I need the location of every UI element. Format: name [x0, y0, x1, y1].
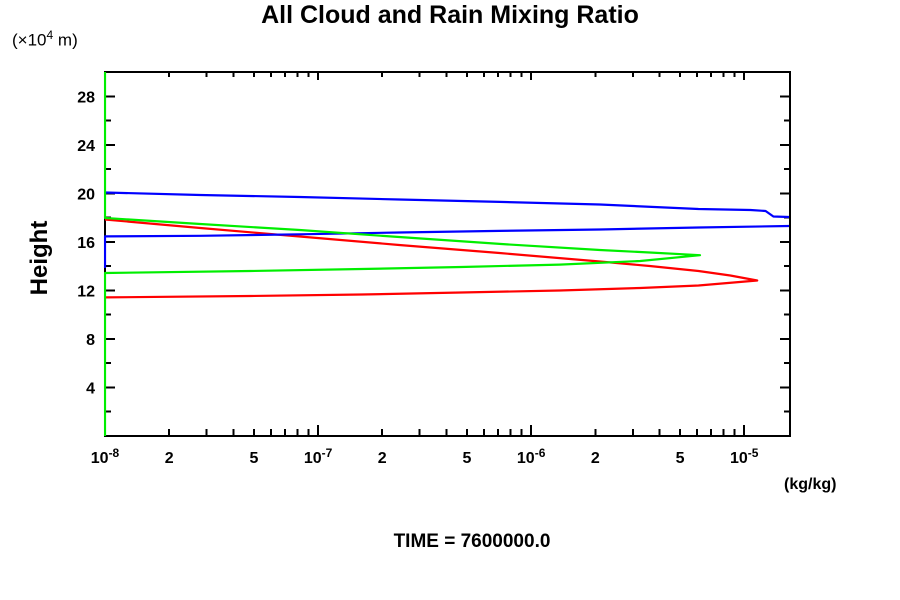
y-tick-label: 20 [77, 186, 95, 203]
y-tick-label: 28 [77, 89, 95, 106]
y-tick-label: 24 [77, 138, 95, 155]
y-tick-label: 12 [77, 283, 95, 300]
y-tick-label: 16 [77, 235, 95, 252]
y-unit-suffix: m) [53, 30, 78, 50]
x-tick-label: 2 [378, 450, 387, 467]
chart-title: All Cloud and Rain Mixing Ratio [261, 1, 639, 29]
x-axis-unit-label: (kg/kg) [784, 476, 837, 493]
series-green-profile-line [103, 72, 702, 436]
series-red-profile-line [104, 218, 759, 299]
series-blue-profile-line [103, 191, 790, 268]
x-tick-label: 10-7 [304, 446, 333, 467]
x-tick-label: 5 [463, 450, 472, 467]
y-unit-exponent: 4 [46, 28, 54, 42]
x-tick-labels: 10-8 2 5 10-7 2 5 10-6 2 5 10-5 [91, 446, 759, 467]
y-tick-labels: 4 8 12 16 20 24 28 [77, 89, 95, 397]
y-axis-unit-label: (×104 m) [12, 28, 78, 51]
axis-ticks [104, 71, 790, 436]
y-tick-label: 8 [86, 332, 95, 349]
time-annotation: TIME = 7600000.0 [393, 531, 551, 552]
x-tick-label: 5 [676, 450, 685, 467]
x-tick-label: 5 [249, 450, 258, 467]
x-tick-label: 10-8 [91, 446, 120, 467]
x-tick-label: 2 [165, 450, 174, 467]
x-tick-label: 10-5 [730, 446, 759, 467]
x-tick-label: 10-6 [517, 446, 546, 467]
y-unit-prefix: (×10 [12, 30, 47, 50]
y-tick-label: 4 [86, 380, 95, 397]
x-tick-label: 2 [591, 450, 600, 467]
data-curves [103, 72, 790, 436]
